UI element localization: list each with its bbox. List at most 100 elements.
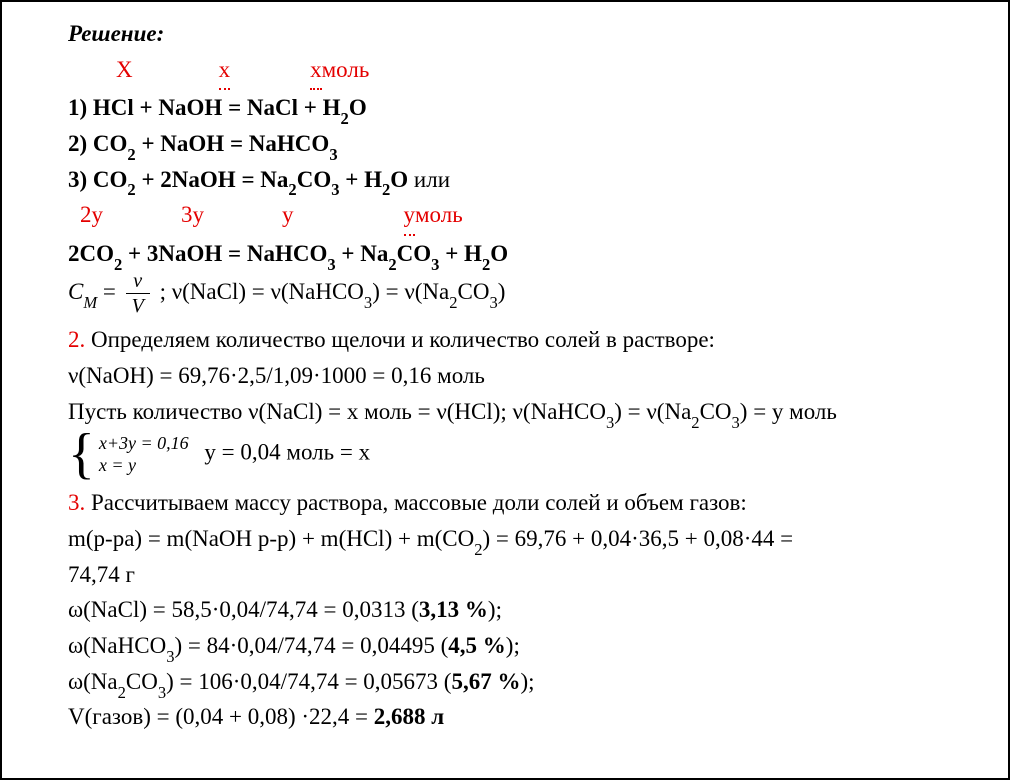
equation-1: 1) HCl + NaOH = NaCl + H2O [32,90,978,126]
text: CO [93,167,128,192]
text: + NaOH = NaHCO [136,131,330,156]
fraction-num: ν [126,271,150,294]
text: O [490,241,508,266]
text: ) [498,279,506,304]
solution-document: Решение: X x x моль 1) HCl + NaOH = NaCl… [0,0,1010,780]
sub: 2 [691,413,699,432]
step-2-system: { x+3y = 0,16 x = y y = 0,04 моль = x [32,429,978,479]
text: CO [93,131,128,156]
spacer [294,197,404,236]
sub: 3 [329,145,337,164]
sub: 3 [158,683,166,702]
equation-3: 3) CO2 + 2NaOH = Na2CO3 + H2O или [32,162,978,198]
step-number: 3. [68,490,85,515]
text: ) = ν(Na [372,279,449,304]
equation-system: { x+3y = 0,16 x = y [68,429,189,479]
eq-rhs: = NaCl + H [222,95,340,120]
eq-prefix: 2) [68,131,93,156]
text: CO [458,279,490,304]
fraction: νV [126,271,150,316]
spacer [204,197,282,236]
eq-o: O [349,95,367,120]
text: ) = y моль [740,399,837,424]
result-bold: 2,688 л [374,704,444,729]
molar-line: CM = νV ; ν(NaCl) = ν(NaHCO3) = ν(Na2CO3… [32,271,978,316]
text: O [390,167,408,192]
result-bold: 4,5 % [448,633,506,658]
var-y: y [282,197,294,236]
system-rows: x+3y = 0,16 x = y [99,432,189,477]
spacer [68,197,80,236]
sub: 3 [327,255,335,274]
sub: 3 [431,255,439,274]
step-number: 2. [68,327,85,352]
fraction-den: V [126,294,150,316]
equation-4: 2CO2 + 3NaOH = NaHCO3 + Na2CO3 + H2O [32,236,978,272]
text: ); [488,597,502,622]
step-3-title: 3. Рассчитываем массу раствора, массовые… [32,485,978,521]
text: ω(NaCl) = 58,5·0,04/74,74 = 0,0313 ( [68,597,419,622]
text: + Na [336,241,389,266]
text: + H [339,167,382,192]
brace-icon: { [68,429,95,479]
sub: 2 [388,255,396,274]
step-3-w-na2co3: ω(Na2CO3) = 106·0,04/74,74 = 0,05673 (5,… [32,664,978,700]
step-3-mass-2: 74,74 г [32,557,978,593]
or-text: или [408,167,450,192]
var-y: y [404,197,416,236]
text: CO [297,167,332,192]
result-bold: 5,67 % [451,669,520,694]
spacer [68,52,116,91]
var-x: X [116,52,133,91]
text: ) = ν(Na [614,399,691,424]
system-row-2: x = y [99,454,189,477]
sub-M: M [83,293,97,312]
text: CO [700,399,732,424]
text: + 2NaOH = Na [136,167,289,192]
spacer [230,52,310,91]
step-2-line-2: Пусть количество ν(NaCl) = x моль = ν(HC… [32,394,978,430]
step-text: Определяем количество щелочи и количеств… [85,327,715,352]
text: ω(NaHCO [68,633,166,658]
text: Пусть количество ν(NaCl) = x моль = ν(HC… [68,399,606,424]
step-2-title: 2. Определяем количество щелочи и количе… [32,322,978,358]
text: m(р-ра) = m(NaOH р-р) + m(HCl) + m(CO [68,526,474,551]
eq-lhs: HCl + NaOH [93,95,222,120]
var-2y: 2y [80,197,103,236]
step-3-w-nacl: ω(NaCl) = 58,5·0,04/74,74 = 0,0313 (3,13… [32,592,978,628]
eq-sign: = [97,279,121,304]
var-x: x [219,52,231,91]
eq-prefix: 3) [68,167,93,192]
annotation-row-2: 2y 3y y y моль [32,197,978,236]
var-C: C [68,279,83,304]
text: CO [126,669,158,694]
var-x: x [310,52,322,91]
text: ) = 106·0,04/74,74 = 0,05673 ( [166,669,451,694]
step-text: Рассчитываем массу раствора, массовые до… [85,490,747,515]
sub: 2 [449,293,457,312]
sub: 3 [331,180,339,199]
sub: 3 [166,647,174,666]
text: CO [397,241,432,266]
unit-mol: моль [322,52,370,91]
equation-2: 2) CO2 + NaOH = NaHCO3 [32,126,978,162]
text: ) = 69,76 + 0,04·36,5 + 0,08·44 = [482,526,793,551]
system-row-1: x+3y = 0,16 [99,432,189,455]
sub: 2 [114,255,122,274]
step-2-line-1: ν(NaOH) = 69,76·2,5/1,09·1000 = 0,16 мол… [32,358,978,394]
text: + 3NaOH = NaHCO [122,241,327,266]
eq-prefix: 1) [68,95,93,120]
step-3-w-nahco3: ω(NaHCO3) = 84·0,04/74,74 = 0,04495 (4,5… [32,628,978,664]
text: ); [506,633,520,658]
result-bold: 3,13 % [419,597,488,622]
annotation-row-1: X x x моль [32,52,978,91]
sub: 3 [489,293,497,312]
text: ); [520,669,534,694]
heading: Решение: [32,16,978,52]
text: ) = 84·0,04/74,74 = 0,04495 ( [174,633,448,658]
sub: 2 [127,145,135,164]
sub: 2 [474,540,482,559]
step-3-mass-1: m(р-ра) = m(NaOH р-р) + m(HCl) + m(CO2) … [32,521,978,557]
sub: 2 [127,180,135,199]
sub: 2 [288,180,296,199]
